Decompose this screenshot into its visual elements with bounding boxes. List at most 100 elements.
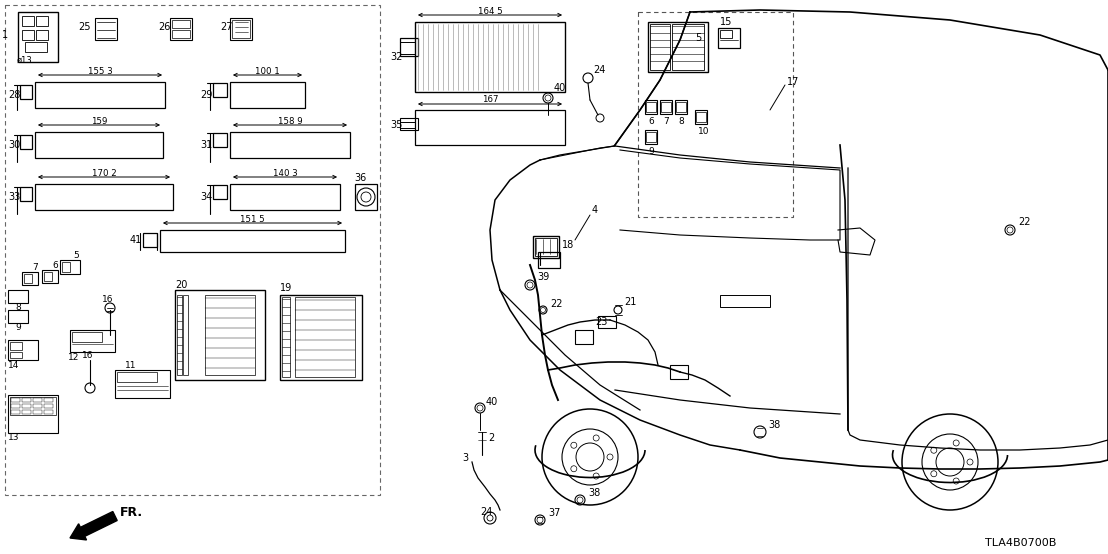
Text: 3: 3	[462, 453, 468, 463]
Bar	[718, 28, 740, 48]
FancyArrow shape	[70, 511, 117, 540]
Bar	[22, 398, 31, 402]
Text: 4: 4	[592, 205, 598, 215]
Bar	[175, 290, 265, 380]
Bar	[20, 135, 32, 149]
Text: 24: 24	[480, 507, 492, 517]
Text: 26: 26	[158, 22, 171, 32]
Bar	[11, 398, 20, 402]
Bar	[230, 184, 340, 210]
Bar	[35, 82, 165, 108]
Bar	[8, 340, 38, 360]
Bar	[8, 310, 28, 323]
Text: 37: 37	[548, 508, 561, 518]
Bar	[535, 238, 557, 256]
Text: 28: 28	[8, 90, 20, 100]
Text: 39: 39	[537, 272, 550, 282]
Bar	[22, 16, 34, 26]
Bar	[33, 410, 42, 414]
Text: 11: 11	[125, 361, 136, 370]
Bar	[143, 233, 157, 247]
Bar	[675, 100, 687, 114]
Bar	[62, 262, 70, 272]
Bar	[670, 365, 688, 379]
Bar	[671, 24, 704, 70]
Bar	[35, 132, 163, 158]
Text: 31: 31	[201, 140, 213, 150]
Bar	[598, 316, 616, 328]
Text: 164 5: 164 5	[478, 7, 502, 16]
Bar	[645, 130, 657, 144]
Bar	[213, 185, 227, 199]
Text: 27: 27	[220, 22, 233, 32]
Bar	[160, 230, 345, 252]
Bar	[172, 20, 189, 28]
Bar	[22, 410, 31, 414]
Text: 21: 21	[624, 297, 636, 307]
Bar	[24, 274, 32, 283]
Bar	[213, 83, 227, 97]
Text: 7: 7	[663, 117, 669, 126]
Text: 24: 24	[593, 65, 605, 75]
Bar	[400, 38, 418, 56]
Bar	[575, 330, 593, 344]
Bar	[22, 272, 38, 285]
Text: 15: 15	[720, 17, 732, 27]
Bar	[70, 330, 115, 352]
Bar	[95, 18, 117, 40]
Text: 8: 8	[678, 117, 684, 126]
Text: 19: 19	[280, 283, 293, 293]
Text: 155 3: 155 3	[88, 66, 112, 75]
Bar	[42, 270, 58, 283]
Text: 32: 32	[390, 52, 402, 62]
Bar	[8, 290, 28, 303]
Bar	[213, 133, 227, 147]
Text: 5: 5	[73, 252, 79, 260]
Text: 34: 34	[201, 192, 213, 202]
Bar	[177, 295, 182, 375]
Bar	[44, 410, 53, 414]
Text: 2: 2	[488, 433, 494, 443]
Text: 36: 36	[353, 173, 367, 183]
Text: 29: 29	[201, 90, 213, 100]
Text: 158 9: 158 9	[278, 116, 302, 126]
Bar	[283, 297, 290, 377]
Bar	[44, 398, 53, 402]
Bar	[538, 252, 560, 268]
Text: 23: 23	[595, 317, 607, 327]
Text: 38: 38	[768, 420, 780, 430]
Bar	[230, 82, 305, 108]
Bar	[22, 30, 34, 40]
Bar	[646, 132, 656, 142]
Text: 13: 13	[8, 433, 20, 443]
Bar	[172, 30, 189, 38]
Bar	[645, 100, 657, 114]
Text: 159: 159	[91, 116, 107, 126]
Bar	[35, 16, 48, 26]
Bar	[416, 110, 565, 145]
Bar	[33, 404, 42, 408]
Bar	[676, 102, 686, 112]
Bar	[10, 342, 22, 350]
Text: 151 5: 151 5	[240, 214, 265, 223]
Bar	[11, 404, 20, 408]
Bar	[44, 272, 52, 281]
Bar	[22, 404, 31, 408]
Bar	[18, 12, 58, 62]
Bar	[232, 20, 250, 38]
Text: 30: 30	[8, 140, 20, 150]
Text: 38: 38	[588, 488, 601, 498]
Text: 22: 22	[550, 299, 563, 309]
Text: 25: 25	[78, 22, 91, 32]
Bar	[205, 295, 255, 375]
Text: ø13: ø13	[17, 55, 33, 64]
Text: 140 3: 140 3	[273, 168, 297, 177]
Text: 170 2: 170 2	[92, 168, 116, 177]
Bar	[183, 295, 188, 375]
Text: 6: 6	[648, 117, 654, 126]
Text: 9: 9	[648, 147, 654, 156]
Text: 9: 9	[16, 324, 21, 332]
Bar	[230, 132, 350, 158]
Text: 5: 5	[695, 33, 701, 43]
Bar	[661, 102, 671, 112]
